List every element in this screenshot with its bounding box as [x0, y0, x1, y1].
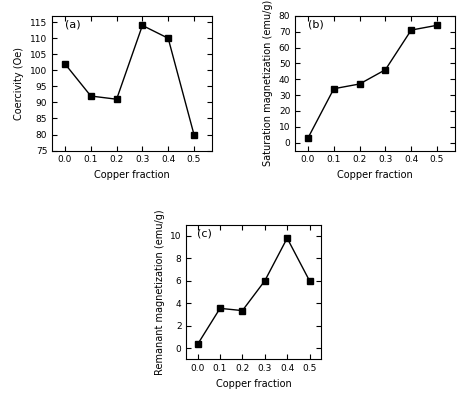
Text: (b): (b)	[308, 20, 324, 30]
Y-axis label: Saturation magnetization (emu/g): Saturation magnetization (emu/g)	[263, 0, 273, 166]
X-axis label: Copper fraction: Copper fraction	[94, 170, 170, 180]
Y-axis label: Coercivity (Oe): Coercivity (Oe)	[15, 47, 25, 120]
X-axis label: Copper fraction: Copper fraction	[216, 379, 292, 389]
X-axis label: Copper fraction: Copper fraction	[337, 170, 413, 180]
Text: (a): (a)	[65, 20, 81, 30]
Y-axis label: Remanant magnetization (emu/g): Remanant magnetization (emu/g)	[155, 209, 164, 375]
Text: (c): (c)	[197, 229, 212, 239]
